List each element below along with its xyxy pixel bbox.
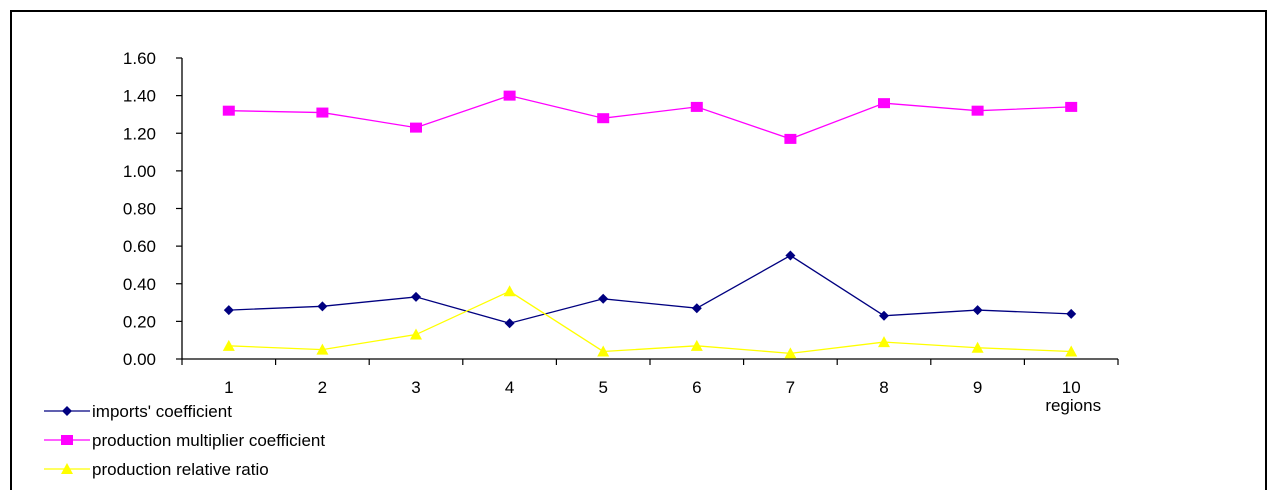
y-tick-label: 0.20 — [123, 312, 156, 331]
series-group — [222, 90, 1078, 359]
legend-item: production multiplier coefficient — [44, 431, 325, 450]
series-line — [228, 254, 1072, 324]
data-point — [410, 328, 422, 340]
y-tick-label: 0.80 — [123, 200, 156, 219]
data-point — [316, 343, 329, 355]
series-2 — [222, 90, 1078, 144]
data-point — [1065, 345, 1078, 357]
legend-label: production multiplier coefficient — [92, 431, 325, 450]
data-point — [972, 305, 983, 316]
data-point — [784, 347, 797, 359]
series-1 — [223, 250, 1077, 329]
x-tick-label: 5 — [598, 378, 607, 397]
data-point — [503, 285, 516, 297]
y-tick-label: 0.60 — [123, 237, 156, 256]
data-point — [504, 318, 515, 329]
x-axis-label: regions — [1045, 396, 1101, 415]
y-tick-label: 0.40 — [123, 275, 156, 294]
legend-marker — [61, 463, 73, 474]
y-tick-label: 0.00 — [123, 350, 156, 369]
legend-label: imports' coefficient — [92, 402, 232, 421]
data-point — [317, 301, 328, 312]
data-point — [971, 105, 984, 116]
legend-label: production relative ratio — [92, 460, 269, 479]
data-point — [878, 336, 890, 348]
data-point — [222, 105, 235, 116]
data-point — [878, 98, 890, 109]
series-3 — [222, 285, 1078, 359]
x-tick-label: 7 — [786, 378, 795, 397]
chart-frame — [10, 10, 1267, 490]
data-point — [691, 303, 702, 314]
x-tick-label: 10 — [1062, 378, 1081, 397]
data-point — [503, 90, 516, 101]
data-point — [223, 305, 234, 316]
x-tick-label: 8 — [879, 378, 888, 397]
data-point — [971, 341, 984, 353]
data-point — [879, 310, 889, 321]
y-axis-ticks: 0.00 0.20 0.40 0.60 0.80 1.00 1.20 1.40 1.60 — [123, 49, 182, 369]
legend-marker — [62, 406, 72, 416]
legend-item: imports' coefficient — [44, 402, 232, 421]
data-point — [690, 339, 703, 351]
data-point — [597, 345, 610, 357]
y-tick-label: 1.40 — [123, 87, 156, 106]
data-point — [316, 107, 329, 118]
data-point — [1066, 308, 1077, 319]
data-point — [411, 291, 421, 302]
legend-marker — [61, 435, 73, 445]
data-point — [785, 250, 796, 261]
x-tick-label: 4 — [505, 378, 514, 397]
data-point — [1065, 101, 1078, 112]
legend-item: production relative ratio — [44, 460, 269, 479]
y-tick-label: 1.00 — [123, 162, 156, 181]
data-point — [784, 133, 797, 144]
data-point — [410, 122, 422, 133]
data-point — [690, 101, 703, 112]
x-tick-label: 9 — [973, 378, 982, 397]
x-tick-label: 1 — [224, 378, 233, 397]
y-tick-label: 1.60 — [123, 49, 156, 68]
series-line — [228, 290, 1072, 355]
data-point — [598, 293, 609, 304]
x-tick-label: 3 — [411, 378, 420, 397]
x-axis-ticks: 1 2 3 4 5 6 7 8 9 10 — [181, 359, 1119, 397]
y-tick-label: 1.20 — [123, 124, 156, 143]
x-tick-label: 2 — [318, 378, 327, 397]
data-point — [597, 113, 610, 124]
data-point — [222, 339, 235, 351]
x-tick-label: 6 — [692, 378, 701, 397]
legend: imports' coefficient production multiplie… — [44, 402, 325, 479]
series-line — [228, 94, 1072, 140]
